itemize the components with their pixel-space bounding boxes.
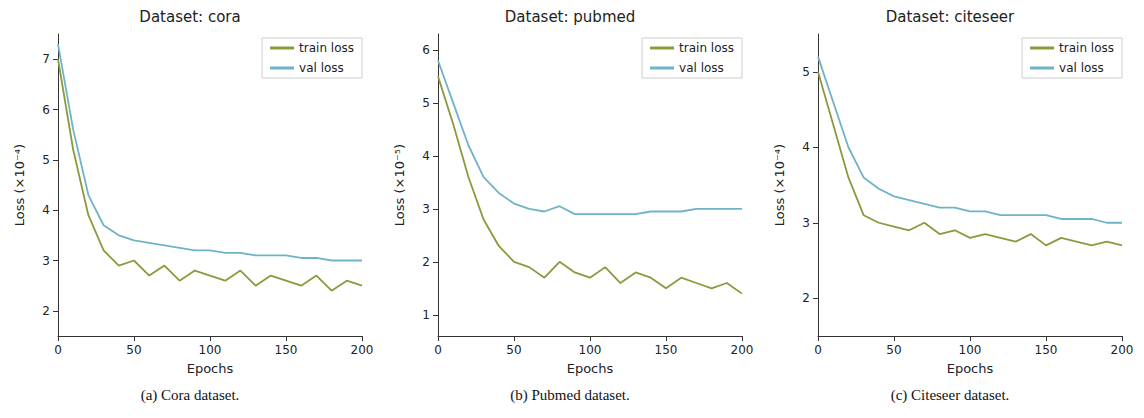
svg-text:4: 4 bbox=[802, 140, 810, 154]
svg-text:Epochs: Epochs bbox=[567, 361, 614, 376]
svg-text:5: 5 bbox=[42, 153, 50, 167]
svg-text:6: 6 bbox=[42, 103, 50, 117]
svg-text:4: 4 bbox=[422, 149, 430, 163]
html-text:(b) Pubmed dataset.: (b) Pubmed dataset. bbox=[510, 387, 630, 403]
svg-text:0: 0 bbox=[434, 343, 442, 357]
svg-text:200: 200 bbox=[731, 343, 754, 357]
svg-text:150: 150 bbox=[655, 343, 678, 357]
svg-text:Loss (×10⁻⁴): Loss (×10⁻⁴) bbox=[772, 144, 787, 226]
svg-text:Dataset: cora: Dataset: cora bbox=[139, 8, 240, 26]
svg-text:7: 7 bbox=[42, 52, 50, 66]
svg-text:val loss: val loss bbox=[1059, 61, 1104, 75]
svg-text:Loss (×10⁻⁴): Loss (×10⁻⁴) bbox=[12, 144, 27, 226]
svg-text:100: 100 bbox=[199, 343, 222, 357]
svg-text:50: 50 bbox=[126, 343, 141, 357]
svg-text:0: 0 bbox=[814, 343, 822, 357]
svg-text:Epochs: Epochs bbox=[947, 361, 994, 376]
html-text:(c) Citeseer dataset.: (c) Citeseer dataset. bbox=[890, 387, 1010, 403]
svg-text:Dataset: citeseer: Dataset: citeseer bbox=[886, 8, 1015, 26]
svg-text:Loss (×10⁻⁵): Loss (×10⁻⁵) bbox=[392, 144, 407, 226]
svg-text:3: 3 bbox=[422, 202, 430, 216]
svg-text:200: 200 bbox=[351, 343, 374, 357]
svg-text:150: 150 bbox=[275, 343, 298, 357]
svg-text:3: 3 bbox=[802, 216, 810, 230]
svg-text:100: 100 bbox=[959, 343, 982, 357]
svg-text:150: 150 bbox=[1035, 343, 1058, 357]
svg-text:train loss: train loss bbox=[679, 41, 734, 55]
svg-text:val loss: val loss bbox=[299, 61, 344, 75]
svg-text:5: 5 bbox=[802, 65, 810, 79]
svg-text:Dataset: pubmed: Dataset: pubmed bbox=[505, 8, 635, 26]
svg-text:2: 2 bbox=[42, 304, 50, 318]
svg-text:val loss: val loss bbox=[679, 61, 724, 75]
svg-text:train loss: train loss bbox=[299, 41, 354, 55]
svg-text:2: 2 bbox=[802, 291, 810, 305]
svg-text:3: 3 bbox=[42, 254, 50, 268]
svg-text:5: 5 bbox=[422, 96, 430, 110]
svg-text:4: 4 bbox=[42, 203, 50, 217]
svg-text:Epochs: Epochs bbox=[187, 361, 234, 376]
svg-text:50: 50 bbox=[886, 343, 901, 357]
svg-text:50: 50 bbox=[506, 343, 521, 357]
svg-text:1: 1 bbox=[422, 308, 430, 322]
html-text:(a) Cora dataset.: (a) Cora dataset. bbox=[140, 387, 240, 403]
svg-text:6: 6 bbox=[422, 43, 430, 57]
svg-text:2: 2 bbox=[422, 255, 430, 269]
svg-text:train loss: train loss bbox=[1059, 41, 1114, 55]
svg-text:0: 0 bbox=[54, 343, 62, 357]
svg-text:100: 100 bbox=[579, 343, 602, 357]
svg-text:200: 200 bbox=[1111, 343, 1134, 357]
